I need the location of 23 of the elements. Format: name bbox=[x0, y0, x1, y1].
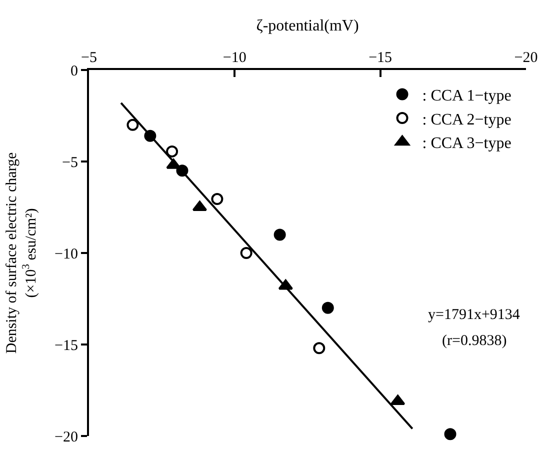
x-tick-label: −15 bbox=[368, 50, 392, 66]
point bbox=[274, 228, 286, 241]
x-axis-title: ζ-potential(mV) bbox=[256, 17, 359, 34]
x-tick-label: −20 bbox=[514, 50, 538, 66]
point bbox=[211, 193, 224, 206]
point bbox=[313, 342, 326, 354]
point bbox=[166, 145, 178, 158]
legend-label: : CCA 3−type bbox=[422, 135, 512, 152]
y-tick-label: 0 bbox=[70, 63, 78, 80]
point bbox=[126, 118, 139, 131]
annotation: (r=0.9838) bbox=[442, 333, 507, 349]
legend-label: : CCA 1−type bbox=[422, 87, 512, 104]
y-tick-label: −15 bbox=[54, 338, 78, 354]
y-tick-label: −5 bbox=[62, 154, 78, 171]
legend-label: : CCA 2−type bbox=[422, 111, 512, 128]
point bbox=[240, 247, 252, 259]
point bbox=[444, 428, 456, 440]
x-tick-label: −10 bbox=[222, 50, 246, 66]
y-tick-label: −10 bbox=[54, 246, 78, 262]
annotation: y=1791x+9134 bbox=[428, 307, 520, 323]
y-tick-label: −20 bbox=[54, 429, 78, 446]
point bbox=[322, 302, 334, 314]
x-tick-label: −5 bbox=[81, 50, 97, 66]
